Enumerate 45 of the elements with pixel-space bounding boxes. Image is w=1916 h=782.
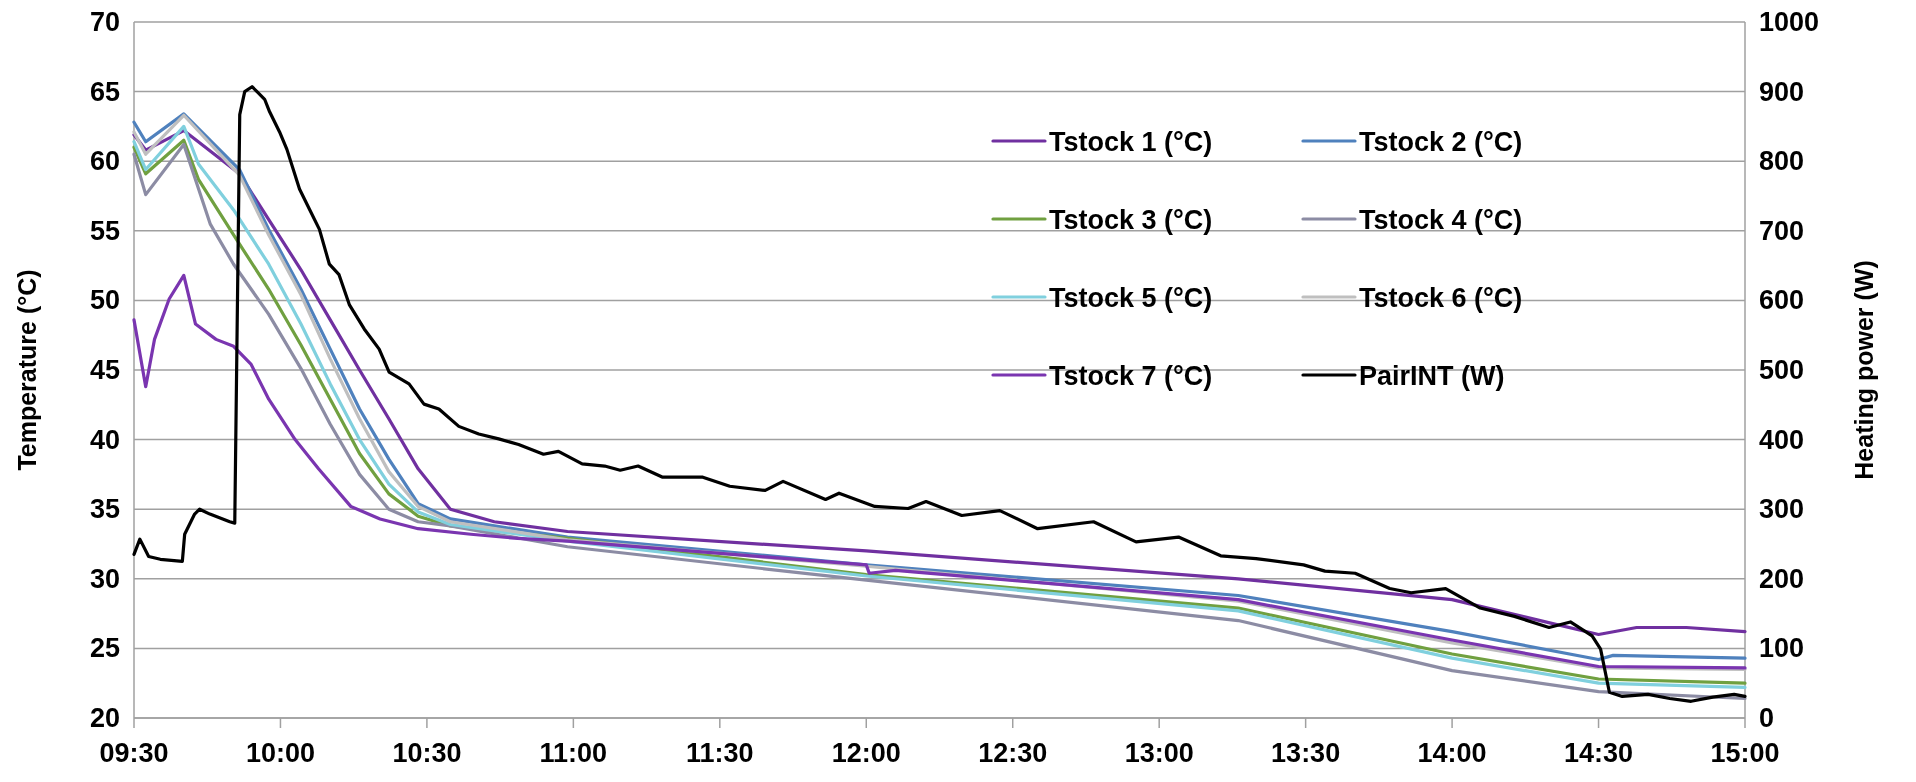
x-tick-label: 12:00 <box>831 738 901 768</box>
y-tick-label: 55 <box>89 215 120 246</box>
y-tick-label: 60 <box>89 146 120 177</box>
x-tick-label: 14:30 <box>1564 738 1634 768</box>
y-tick-label: 25 <box>89 633 120 664</box>
x-tick-label: 10:30 <box>392 738 462 768</box>
y-axis-title: Temperature (°C) <box>13 269 41 471</box>
y2-axis-title: Heating power (W) <box>1850 260 1878 480</box>
x-tick-label: 15:00 <box>1710 738 1780 768</box>
legend-label: Tstock 2 (°C) <box>1359 127 1523 157</box>
y2-tick-label: 800 <box>1759 146 1805 177</box>
legend-label: Tstock 3 (°C) <box>1049 205 1213 235</box>
y2-tick-label: 0 <box>1759 703 1775 733</box>
y2-tick-label: 300 <box>1759 494 1805 525</box>
y-tick-label: 45 <box>89 355 120 385</box>
x-tick-label: 12:30 <box>978 738 1048 768</box>
y2-tick-label: 100 <box>1759 633 1805 664</box>
legend-label: PairINT (W) <box>1359 361 1505 391</box>
y-tick-label: 65 <box>89 76 120 107</box>
y2-tick-label: 900 <box>1759 76 1805 107</box>
y2-tick-label: 700 <box>1759 215 1805 246</box>
x-tick-label: 13:30 <box>1271 738 1341 768</box>
x-tick-label: 11:30 <box>686 738 754 768</box>
x-tick-label: 13:00 <box>1124 738 1194 768</box>
legend-label: Tstock 7 (°C) <box>1049 361 1213 391</box>
y2-tick-label: 600 <box>1759 285 1805 316</box>
legend-label: Tstock 5 (°C) <box>1049 283 1213 313</box>
y-tick-label: 40 <box>89 424 120 455</box>
legend-label: Tstock 6 (°C) <box>1359 283 1523 313</box>
x-tick-label: 11:00 <box>539 738 608 768</box>
y2-tick-label: 200 <box>1759 563 1805 594</box>
y-tick-label: 70 <box>89 7 120 37</box>
line-series <box>132 273 1747 670</box>
y2-tick-label: 500 <box>1759 355 1805 385</box>
y-tick-label: 35 <box>89 494 120 525</box>
legend-label: Tstock 4 (°C) <box>1359 205 1523 235</box>
x-tick-label: 14:00 <box>1417 738 1487 768</box>
y2-tick-label: 400 <box>1759 424 1805 455</box>
y-tick-label: 50 <box>89 285 120 316</box>
y-tick-label: 20 <box>89 703 120 733</box>
x-tick-label: 10:00 <box>245 738 315 768</box>
y-tick-label: 30 <box>89 563 120 594</box>
x-tick-label: 09:30 <box>99 738 169 768</box>
legend-label: Tstock 1 (°C) <box>1049 127 1213 157</box>
y2-tick-label: 1000 <box>1759 7 1820 37</box>
